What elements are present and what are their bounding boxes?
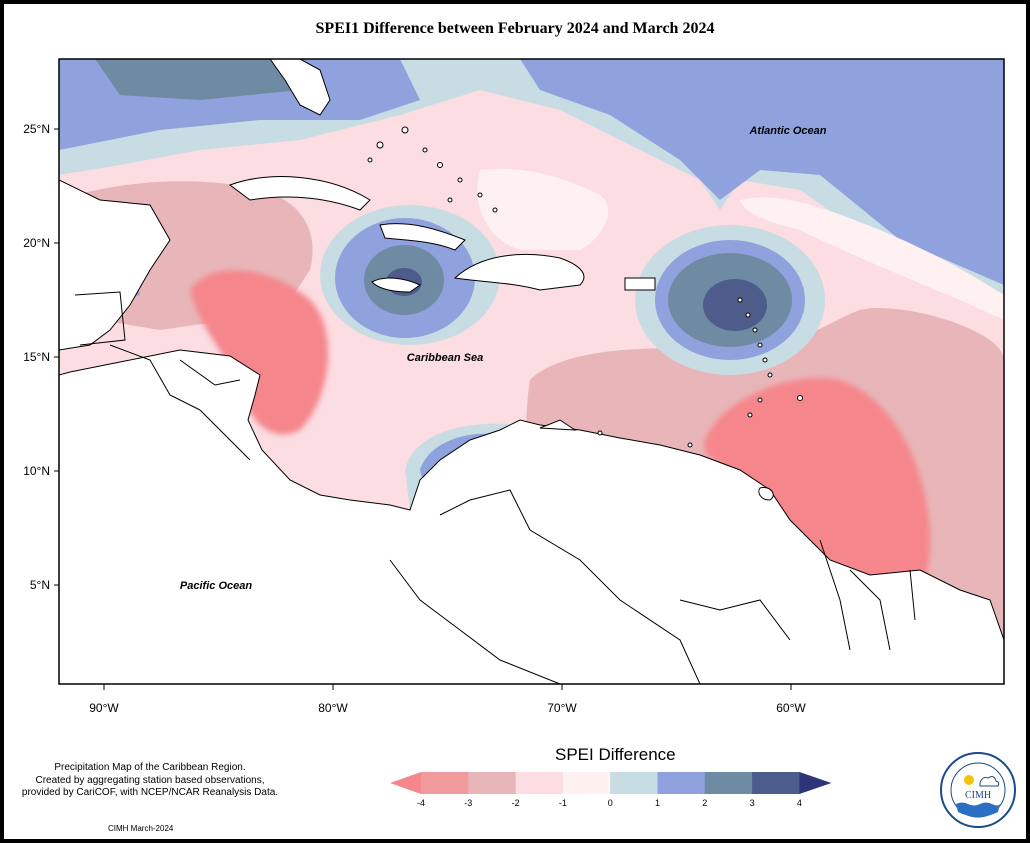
credit-text: CIMH March-2024 — [108, 824, 174, 833]
label-caribbean-sea: Caribbean Sea — [407, 352, 483, 364]
legend-tick-label: 2 — [702, 798, 707, 808]
spei-field — [59, 59, 1004, 684]
lat-label-15n: 15°N — [23, 350, 50, 364]
legend-tick-label: -4 — [417, 798, 425, 808]
note-line-1: Precipitation Map of the Caribbean Regio… — [54, 762, 246, 773]
lon-label-70w: 70°W — [547, 701, 577, 715]
label-atlantic-ocean: Atlantic Ocean — [748, 125, 826, 137]
legend-tick-labels: -4 -3 -2 -1 0 1 2 3 4 — [417, 798, 802, 808]
legend-title: SPEI Difference — [555, 745, 676, 764]
lat-label-20n: 20°N — [23, 236, 50, 250]
legend-swatch — [562, 772, 611, 794]
map-description: Precipitation Map of the Caribbean Regio… — [10, 762, 290, 800]
map-border — [58, 58, 1005, 685]
legend-colorbar — [390, 772, 832, 794]
legend-swatch — [515, 772, 564, 794]
sun-icon — [964, 775, 974, 785]
lat-label-5n: 5°N — [30, 578, 50, 592]
legend-arrow-low — [390, 772, 421, 794]
label-pacific-ocean: Pacific Ocean — [180, 580, 252, 592]
note-line-3: provided by CariCOF, with NCEP/NCAR Rean… — [21, 787, 279, 798]
legend-swatch — [610, 772, 658, 794]
lon-label-90w: 90°W — [89, 701, 119, 715]
cloud-icon — [979, 776, 1000, 787]
latitude-labels: 25°N 20°N 15°N 10°N 5°N — [23, 122, 50, 592]
legend-swatch — [468, 772, 517, 794]
legend-tick-label: -3 — [464, 798, 472, 808]
lat-label-25n: 25°N — [23, 122, 50, 136]
small-islands — [367, 126, 803, 448]
longitude-labels: 90°W 80°W 70°W 60°W — [89, 701, 806, 715]
note-line-2: Created by aggregating station based obs… — [35, 774, 265, 786]
legend-tick-label: 4 — [797, 798, 802, 808]
map-title: SPEI1 Difference between February 2024 a… — [315, 20, 715, 37]
legend-tick-label: 1 — [655, 798, 660, 808]
legend-swatch — [752, 772, 800, 794]
legend-swatch — [704, 772, 753, 794]
legend-tick-label: -1 — [559, 798, 567, 808]
legend-tick-label: 0 — [608, 798, 613, 808]
legend-swatch — [421, 772, 469, 794]
cimh-logo: CIMH — [940, 752, 1016, 828]
lon-label-60w: 60°W — [776, 701, 806, 715]
legend-arrow-high — [799, 772, 832, 794]
lat-label-10n: 10°N — [23, 464, 50, 478]
axis-ticks — [54, 128, 792, 690]
legend-tick-label: -2 — [512, 798, 520, 808]
logo-text: CIMH — [965, 790, 991, 801]
waves-icon — [956, 802, 1000, 817]
land — [59, 59, 1004, 684]
country-borders — [74, 291, 916, 684]
legend-tick-label: 3 — [750, 798, 755, 808]
lon-label-80w: 80°W — [318, 701, 348, 715]
legend-swatch — [657, 772, 706, 794]
